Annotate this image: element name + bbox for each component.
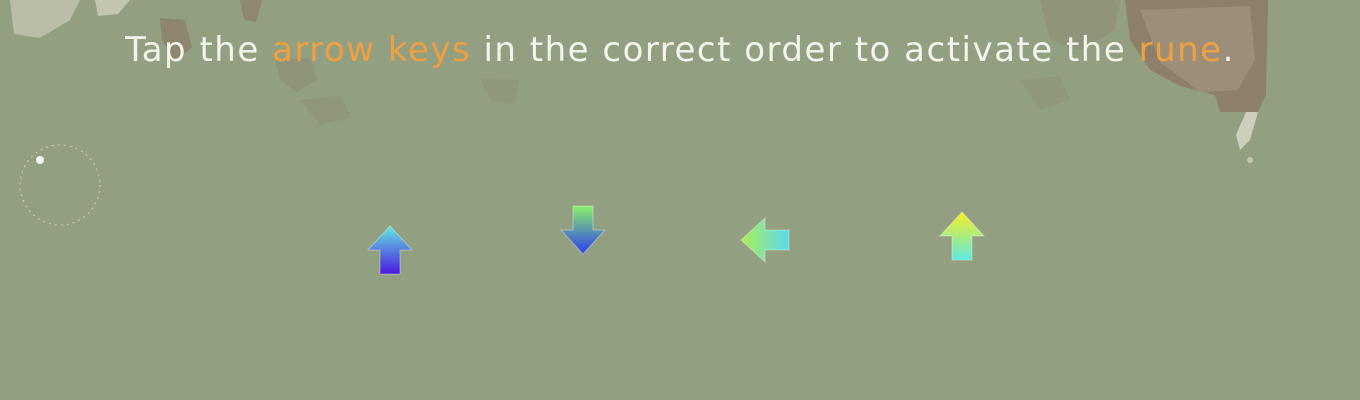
- arrow-key-1[interactable]: [362, 222, 418, 278]
- instruction-middle: in the correct order to activate the: [483, 30, 1127, 70]
- instruction-prefix: Tap the: [125, 30, 260, 70]
- arrow-key-4[interactable]: [934, 208, 990, 264]
- arrow-down-icon: [559, 205, 607, 255]
- instruction-text: Tap the arrow keys in the correct order …: [0, 30, 1360, 70]
- arrow-shape: [938, 211, 986, 261]
- arrow-left-icon: [740, 216, 790, 264]
- arrow-key-2[interactable]: [555, 202, 611, 258]
- arrow-shape: [366, 225, 414, 275]
- instruction-highlight-arrow-keys: arrow keys: [272, 30, 472, 70]
- arrow-shape: [740, 216, 790, 264]
- instruction-suffix: .: [1222, 30, 1235, 70]
- instruction-highlight-rune: rune: [1138, 30, 1223, 70]
- arrow-up-icon: [366, 225, 414, 275]
- arrow-up-icon: [938, 211, 986, 261]
- arrow-shape: [559, 205, 607, 255]
- arrow-key-3[interactable]: [737, 212, 793, 268]
